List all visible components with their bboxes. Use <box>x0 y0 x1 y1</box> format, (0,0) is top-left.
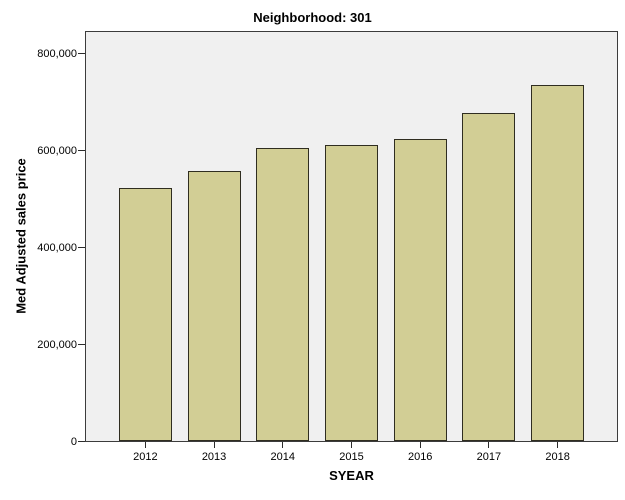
chart-title: Neighborhood: 301 <box>253 10 372 25</box>
x-tick-mark <box>213 442 215 448</box>
x-tick-mark <box>488 442 490 448</box>
x-tick-mark <box>557 442 559 448</box>
y-tick-mark <box>78 246 85 248</box>
x-tick-label-2017: 2017 <box>476 451 502 463</box>
x-tick-mark <box>282 442 284 448</box>
x-tick-mark <box>419 442 421 448</box>
y-tick-mark <box>78 441 85 442</box>
y-tick-label: 600,000 <box>37 144 77 157</box>
y-tick-mark <box>78 52 85 54</box>
plot-area <box>85 31 618 442</box>
y-tick-mark <box>78 343 85 345</box>
bar-2018 <box>531 85 585 441</box>
x-tick-label-2015: 2015 <box>339 451 364 463</box>
y-tick-label: 800,000 <box>37 47 77 60</box>
bar-2017 <box>462 113 516 441</box>
bar-2014 <box>256 148 310 441</box>
x-axis-title: SYEAR <box>329 468 374 483</box>
bar-2016 <box>393 139 447 441</box>
bar-2013 <box>187 171 241 441</box>
x-tick-label-2014: 2014 <box>270 451 296 463</box>
x-tick-mark <box>351 442 352 448</box>
x-tick-label-2018: 2018 <box>545 451 570 463</box>
bar-2015 <box>325 144 378 441</box>
x-tick-mark <box>144 442 146 448</box>
y-axis-title: Med Adjusted sales price <box>13 158 29 314</box>
y-tick-label: 0 <box>70 436 77 448</box>
y-tick-label: 400,000 <box>37 241 77 254</box>
bar-2012 <box>118 188 172 441</box>
y-tick-label: 200,000 <box>37 338 77 351</box>
y-tick-mark <box>78 149 85 151</box>
x-tick-label-2012: 2012 <box>133 451 158 463</box>
x-tick-label-2016: 2016 <box>407 451 433 463</box>
x-tick-label-2013: 2013 <box>201 451 227 463</box>
